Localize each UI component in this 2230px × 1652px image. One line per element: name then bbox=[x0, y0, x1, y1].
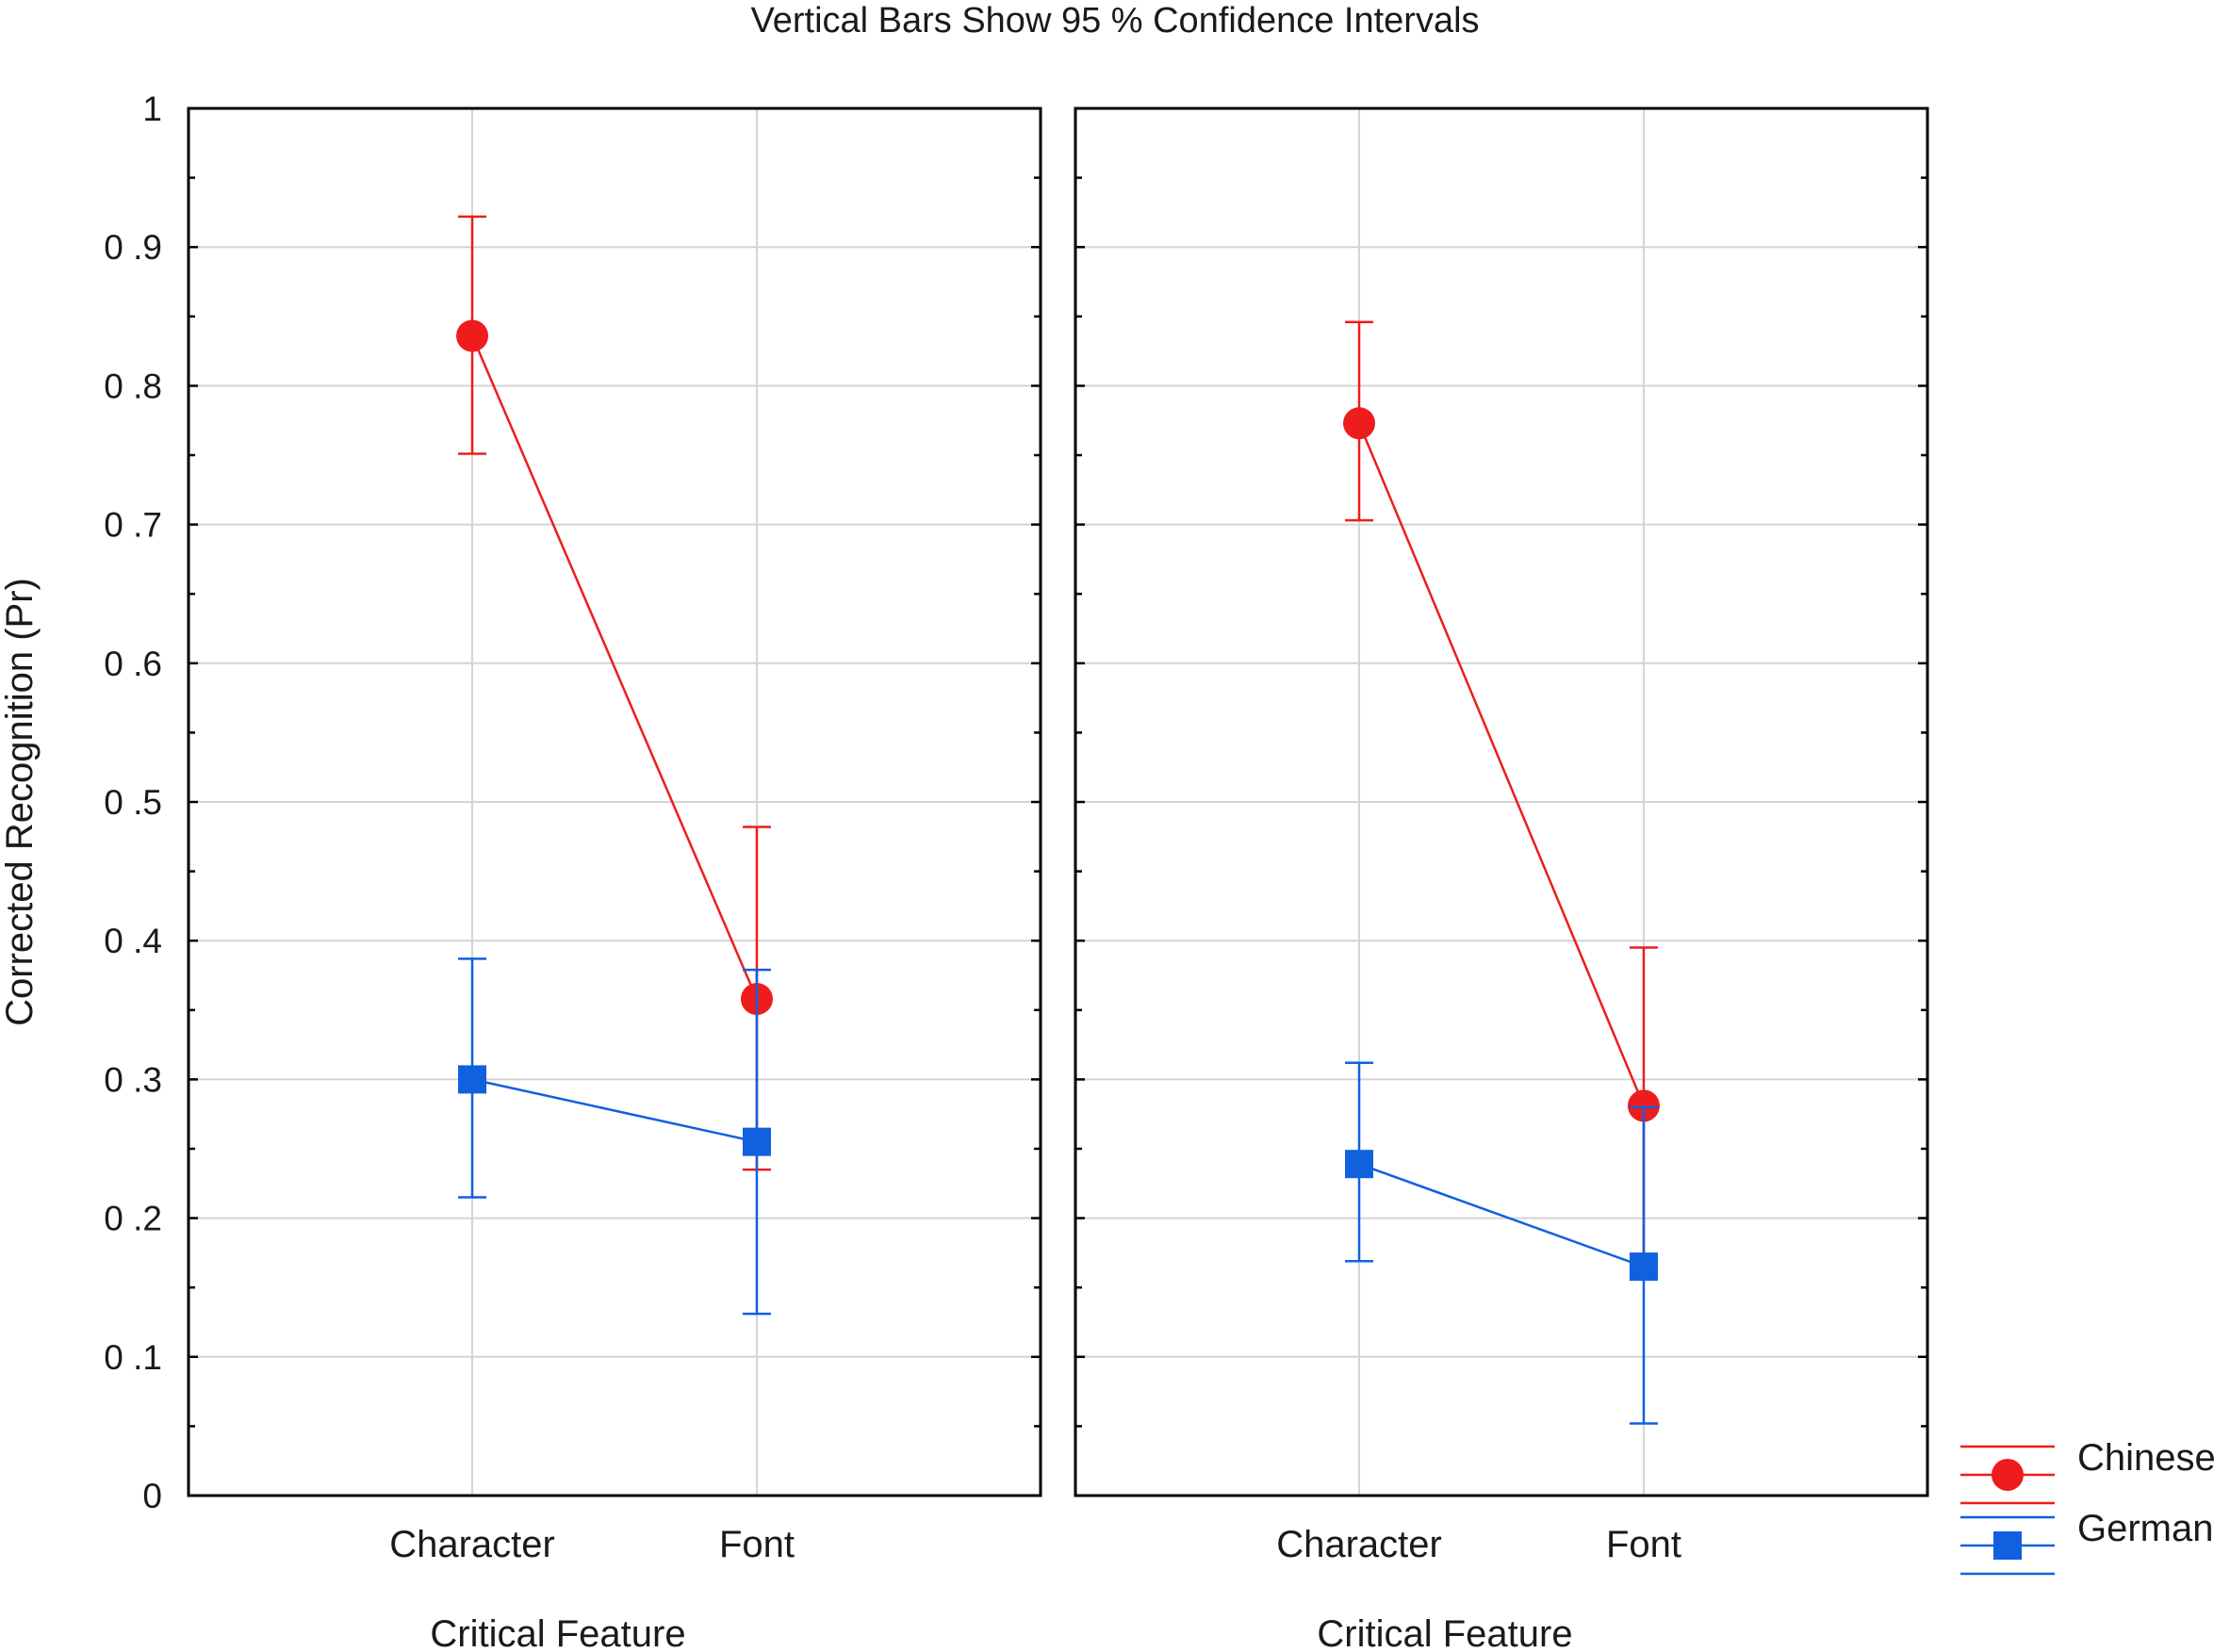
series-german bbox=[458, 957, 771, 1316]
x-axis-label: Critical Feature bbox=[430, 1613, 685, 1652]
data-point-circle bbox=[1627, 1089, 1660, 1122]
legend: Chinese German bbox=[1960, 1437, 2216, 1576]
y-tick-label: 0 .7 bbox=[104, 506, 162, 545]
legend-marker-circle bbox=[1992, 1459, 2024, 1491]
y-tick-label: 0 .1 bbox=[104, 1338, 162, 1377]
x-category-label: Character bbox=[389, 1524, 555, 1565]
y-tick-label: 0 .4 bbox=[104, 922, 162, 960]
y-tick-label: 0 .3 bbox=[104, 1060, 162, 1099]
series-line bbox=[1357, 422, 1646, 1106]
plot-frame bbox=[1074, 106, 1929, 1497]
panel-1: 0 0 .1 0 .2 0 .3 0 .4 0 .5 0 .6 0 .7 0 .8 0 .9 1 Ch… bbox=[104, 90, 1042, 1652]
y-tick-label: 1 bbox=[142, 90, 162, 128]
y-tick-label: 0 bbox=[142, 1477, 162, 1515]
data-point-square bbox=[742, 1127, 771, 1156]
data-point-square bbox=[1629, 1252, 1658, 1282]
y-tick-label: 0 .6 bbox=[104, 645, 162, 683]
legend-marker-square bbox=[1993, 1531, 2022, 1560]
y-tick-label: 0 .5 bbox=[104, 783, 162, 822]
legend-entry-german: German bbox=[1960, 1508, 2214, 1576]
panel-2: Character Font Critical Feature bbox=[1074, 106, 1929, 1652]
x-axis-label: Critical Feature bbox=[1317, 1613, 1572, 1652]
series-line bbox=[1358, 1163, 1645, 1268]
x-category-label: Character bbox=[1276, 1524, 1442, 1565]
legend-label: Chinese bbox=[2077, 1437, 2216, 1479]
series-chinese bbox=[456, 215, 773, 1171]
series-german bbox=[1345, 1061, 1658, 1425]
data-point-circle bbox=[1343, 407, 1376, 440]
x-category-label: Font bbox=[1606, 1524, 1681, 1565]
data-point-square bbox=[1345, 1150, 1374, 1179]
y-tick-label: 0 .8 bbox=[104, 367, 162, 405]
series-line bbox=[471, 1078, 758, 1143]
series-chinese bbox=[1343, 320, 1660, 1264]
y-axis-label: Corrected Recognition (Pr) bbox=[0, 578, 41, 1026]
legend-entry-chinese: Chinese bbox=[1960, 1437, 2216, 1505]
plot-frame bbox=[187, 106, 1042, 1497]
series-line bbox=[470, 335, 759, 1000]
y-tick-label: 0 .2 bbox=[104, 1200, 162, 1238]
data-point-square bbox=[458, 1065, 487, 1094]
data-point-circle bbox=[456, 319, 489, 352]
legend-label: German bbox=[2077, 1508, 2214, 1549]
x-category-label: Font bbox=[719, 1524, 795, 1565]
chart-title: Vertical Bars Show 95 % Confidence Inter… bbox=[750, 1, 1479, 41]
y-tick-label: 0 .9 bbox=[104, 228, 162, 267]
